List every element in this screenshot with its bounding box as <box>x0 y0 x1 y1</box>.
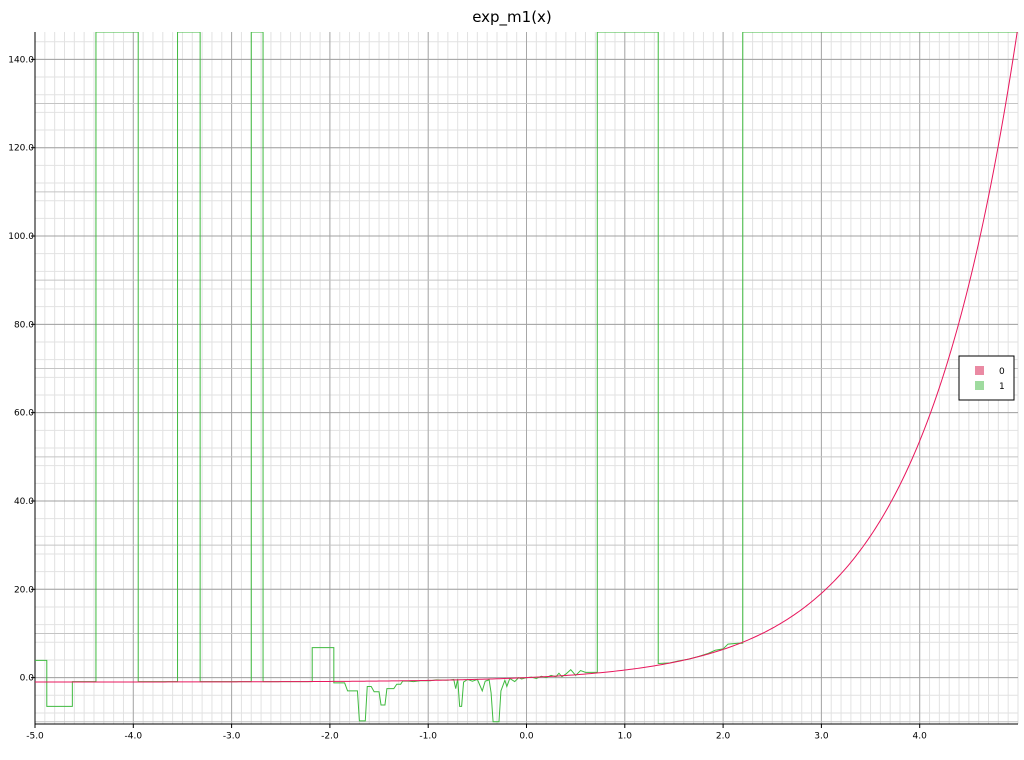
x-tick-label: 3.0 <box>814 732 829 742</box>
y-tick-label: 0.0 <box>20 674 35 684</box>
legend: 01 <box>958 355 1015 401</box>
legend-swatch-0 <box>975 366 984 375</box>
legend-box <box>958 355 1015 401</box>
x-tick-label: 4.0 <box>913 732 928 742</box>
y-tick-label: 80.0 <box>14 320 34 330</box>
series-line-1 <box>35 32 1018 723</box>
x-tick-label: 0.0 <box>519 732 534 742</box>
y-tick-label: 100.0 <box>8 232 34 242</box>
x-tick-label: -3.0 <box>223 732 241 742</box>
x-tick-label: -5.0 <box>26 732 44 742</box>
y-tick-label: 60.0 <box>14 409 34 419</box>
y-tick-label: 40.0 <box>14 497 34 507</box>
legend-label-0: 0 <box>999 367 1005 377</box>
x-tick-label: 1.0 <box>618 732 633 742</box>
y-tick-label: 20.0 <box>14 585 34 595</box>
x-tick-labels: -5.0 -4.0 -3.0 -2.0 -1.0 0.0 1.0 2.0 3.0 4.0 <box>26 724 927 742</box>
legend-swatch-1 <box>975 381 984 390</box>
series-layer <box>35 32 1018 723</box>
x-tick-label: -1.0 <box>419 732 437 742</box>
x-tick-label: 2.0 <box>716 732 731 742</box>
x-tick-label: -2.0 <box>321 732 339 742</box>
chart-title: exp_m1(x) <box>472 8 552 26</box>
y-tick-label: 140.0 <box>8 55 34 65</box>
y-tick-labels: 0.0 20.0 40.0 60.0 80.0 100.0 120.0 140.0 <box>8 55 35 684</box>
y-tick-label: 120.0 <box>8 144 34 154</box>
legend-label-1: 1 <box>999 382 1005 392</box>
series-line-0 <box>35 32 1018 683</box>
x-tick-label: -4.0 <box>125 732 143 742</box>
